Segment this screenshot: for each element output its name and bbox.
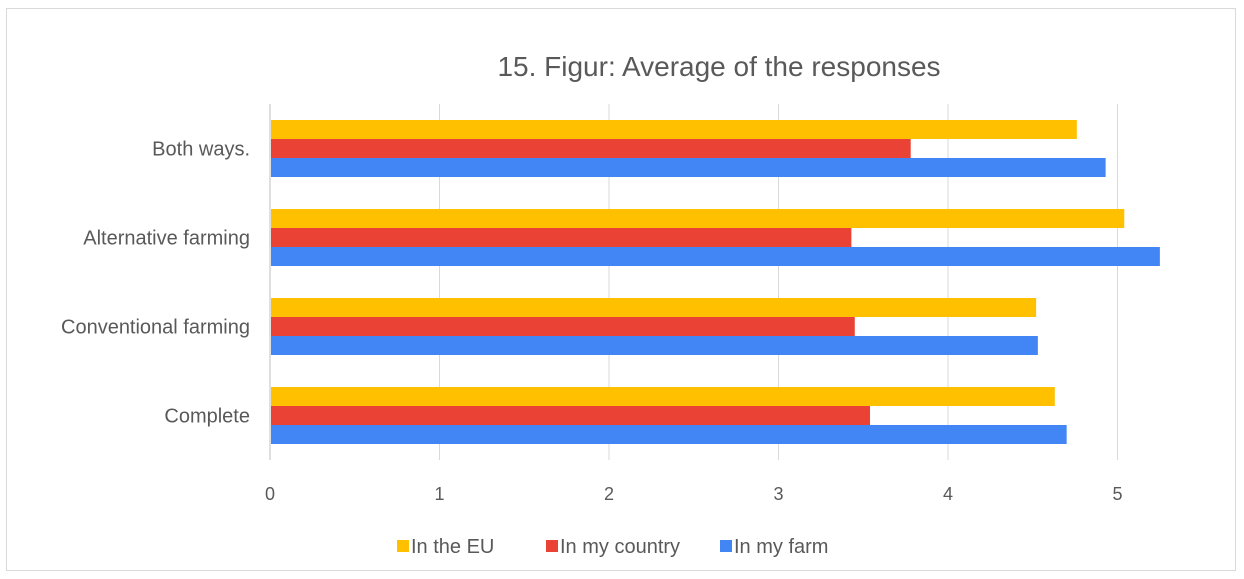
bar <box>271 120 1077 139</box>
x-tick-label: 2 <box>604 484 614 504</box>
bar <box>271 298 1037 317</box>
legend: In the EU In my country In my farm <box>397 536 828 558</box>
x-tick-label: 0 <box>265 484 275 504</box>
category-label: Alternative farming <box>83 228 250 250</box>
bar <box>271 139 911 158</box>
x-tick-label: 3 <box>773 484 783 504</box>
category-label: Conventional farming <box>61 317 250 339</box>
bar <box>271 317 855 336</box>
x-tick-label: 5 <box>1112 484 1122 504</box>
bar <box>271 336 1038 355</box>
bars <box>271 120 1160 444</box>
bar <box>271 209 1125 228</box>
legend-swatch <box>397 540 409 552</box>
chart-frame <box>6 8 1236 571</box>
category-label: Both ways. <box>152 139 250 161</box>
legend-swatch <box>546 540 558 552</box>
bar <box>271 406 871 425</box>
bar <box>271 247 1160 266</box>
legend-swatch <box>720 540 732 552</box>
x-tick-labels: 0 1 2 3 4 5 <box>265 484 1123 504</box>
bar <box>271 158 1106 177</box>
category-labels: Both ways. Alternative farming Conventiona… <box>61 139 250 428</box>
bar <box>271 228 852 247</box>
legend-label: In the EU <box>411 536 494 558</box>
bar <box>271 425 1067 444</box>
x-tick-label: 4 <box>943 484 953 504</box>
chart-title: 15. Figur: Average of the responses <box>497 51 940 82</box>
x-tick-label: 1 <box>434 484 444 504</box>
category-label: Complete <box>164 406 250 428</box>
legend-label: In my country <box>560 536 680 558</box>
bar <box>271 387 1055 406</box>
legend-label: In my farm <box>734 536 828 558</box>
